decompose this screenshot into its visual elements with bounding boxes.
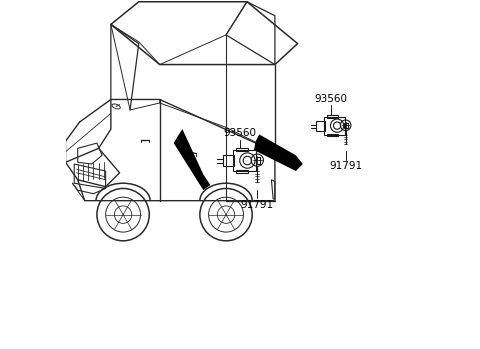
Bar xyxy=(316,121,325,131)
Polygon shape xyxy=(174,129,210,190)
Bar xyxy=(327,115,338,118)
Polygon shape xyxy=(254,134,303,171)
Text: 93560: 93560 xyxy=(224,128,256,139)
Bar xyxy=(236,148,248,151)
Bar xyxy=(345,123,348,128)
Text: 91791: 91791 xyxy=(329,161,362,171)
Bar xyxy=(256,157,260,164)
Bar xyxy=(327,134,338,136)
Text: 93560: 93560 xyxy=(314,94,347,104)
Bar xyxy=(223,155,234,166)
Text: 91791: 91791 xyxy=(240,200,274,210)
Bar xyxy=(236,170,248,173)
